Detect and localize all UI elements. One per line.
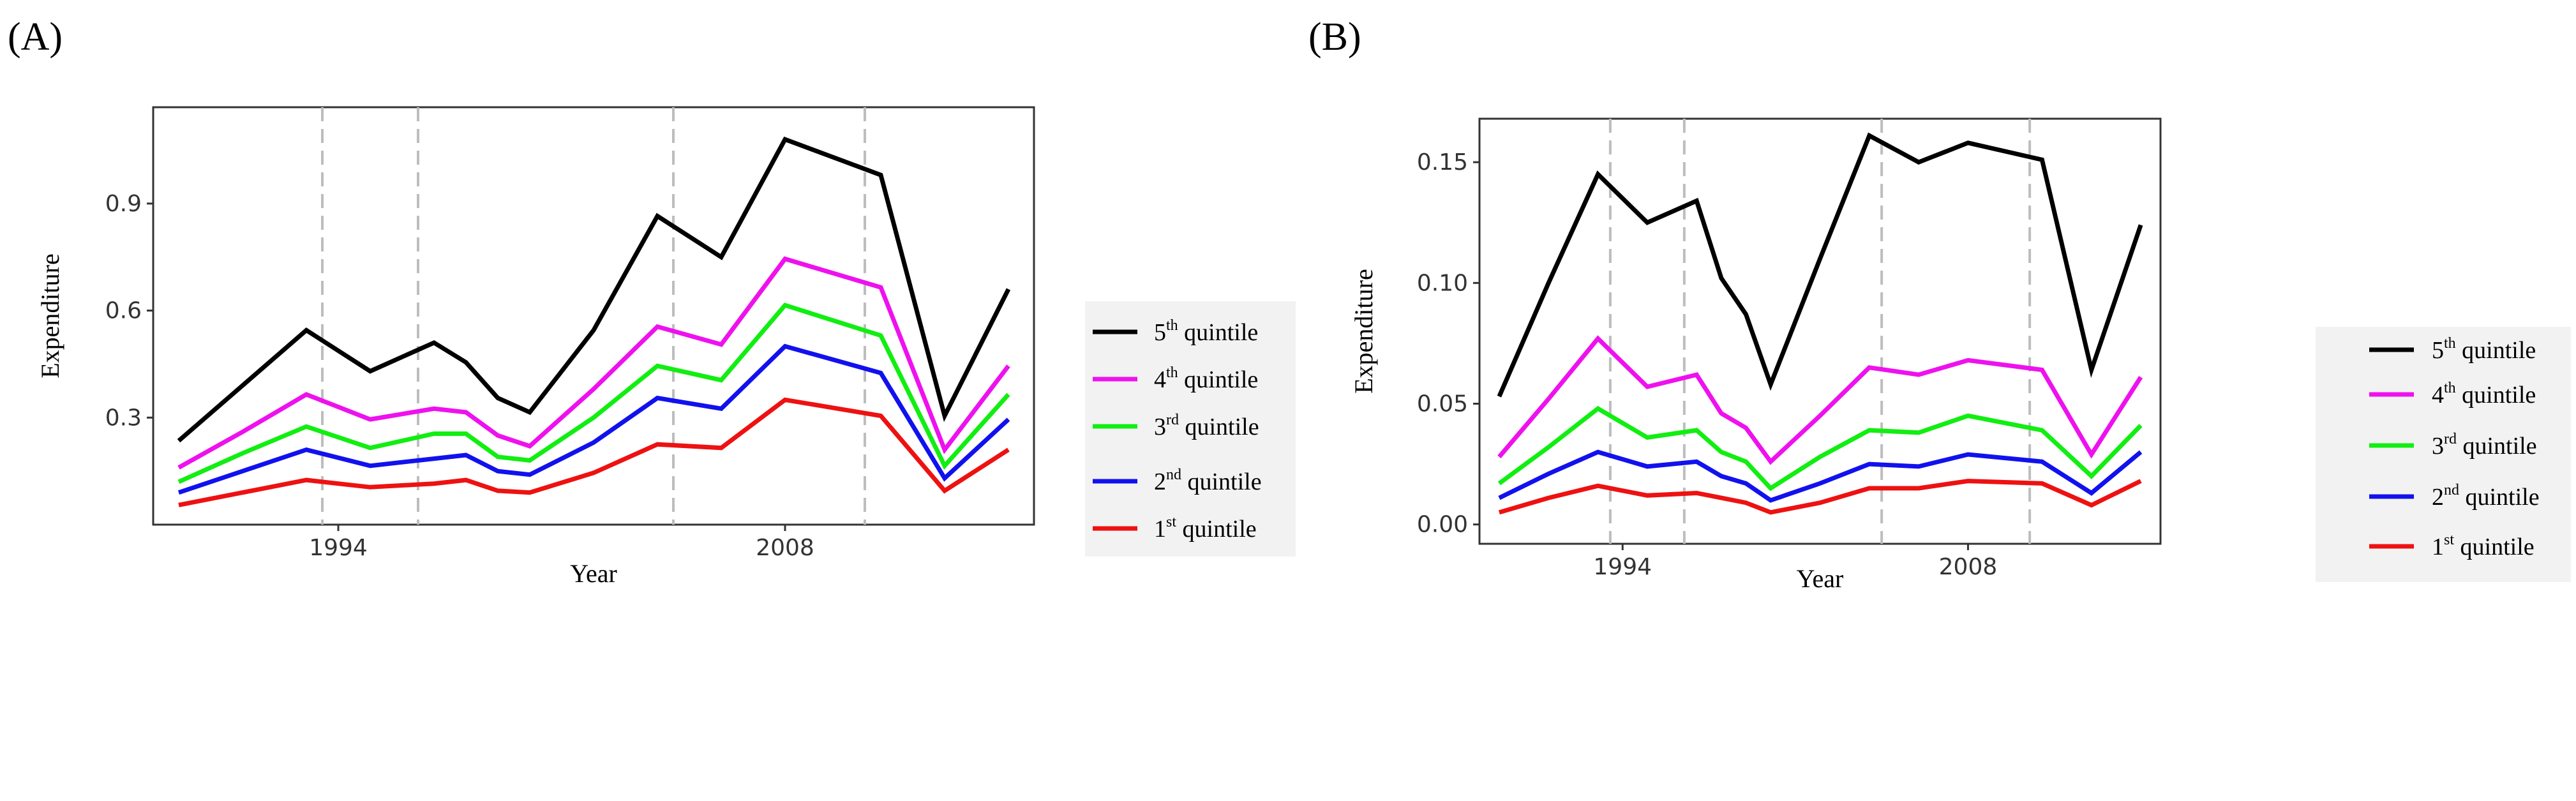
- x-tick-label: 1994: [309, 535, 368, 561]
- x-axis-label: Year: [1797, 564, 1844, 593]
- y-tick-label: 0.15: [1417, 149, 1468, 176]
- y-tick-label: 0.3: [105, 405, 142, 431]
- legend-label: 3rd quintile: [2432, 431, 2537, 460]
- series-line-5: [177, 136, 1011, 443]
- y-tick-label: 0.10: [1417, 270, 1468, 296]
- legend-label: 2nd quintile: [1154, 467, 1262, 495]
- panel-label: (B): [1308, 15, 1361, 59]
- chart-panel-a: (A) 0.3 0.6 0.9 1994 2008 Year Expenditure 5th q…: [8, 15, 1296, 588]
- legend-label: 1st quintile: [2432, 532, 2535, 560]
- legend-label: 3rd quintile: [1154, 412, 1259, 440]
- panel-label: (A): [8, 15, 63, 59]
- y-tick-label: 0.6: [105, 298, 142, 324]
- x-tick-label: 2008: [756, 535, 814, 561]
- series-line-4: [1497, 335, 2143, 465]
- legend-label: 5th quintile: [1154, 317, 1258, 346]
- legend-background: [2316, 327, 2571, 582]
- legend-label: 2nd quintile: [2432, 482, 2540, 511]
- plot-frame: [1478, 117, 2162, 545]
- y-tick-label: 0.9: [105, 191, 142, 217]
- x-axis-label: Year: [570, 559, 617, 588]
- legend-label: 5th quintile: [2432, 335, 2536, 364]
- plot-frame: [152, 106, 1035, 526]
- legend-label: 1st quintile: [1154, 514, 1257, 543]
- series-line-2: [177, 343, 1010, 495]
- y-axis-label: Expenditure: [1349, 269, 1378, 394]
- legend-background: [1085, 301, 1296, 557]
- y-tick-label: 0.05: [1417, 391, 1468, 417]
- series-line-1: [1498, 479, 2142, 515]
- series-line-4: [177, 256, 1010, 470]
- x-tick-label: 2008: [1939, 554, 1998, 580]
- y-tick-label: 0.00: [1417, 512, 1468, 538]
- legend-label: 4th quintile: [2432, 380, 2536, 408]
- legend-label: 4th quintile: [1154, 364, 1258, 393]
- series-line-1: [178, 397, 1010, 507]
- chart-panel-b: (B) 0.00 0.05 0.10 0.15 1994 2008 Year Expenditu…: [1308, 15, 2571, 593]
- series-line-5: [1497, 132, 2143, 398]
- series-line-2: [1498, 449, 2143, 503]
- series-line-3: [1497, 405, 2143, 491]
- series-line-3: [177, 303, 1010, 484]
- y-axis-label: Expenditure: [36, 253, 64, 378]
- x-tick-label: 1994: [1593, 554, 1652, 580]
